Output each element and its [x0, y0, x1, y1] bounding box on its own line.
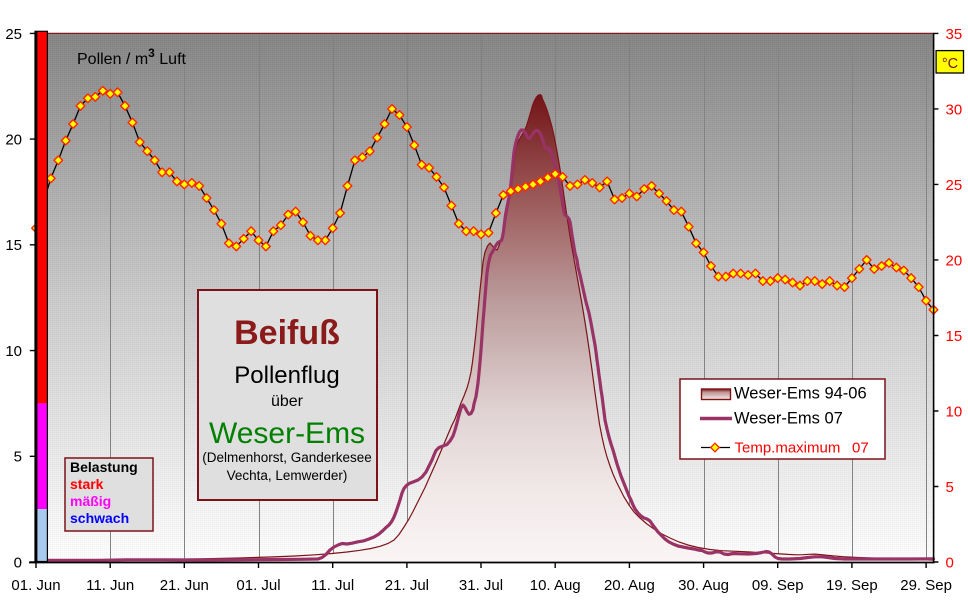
svg-text:°C: °C: [942, 56, 958, 72]
svg-text:30. Aug: 30. Aug: [678, 577, 729, 594]
svg-text:(Delmenhorst, Ganderkesee: (Delmenhorst, Ganderkesee: [202, 450, 372, 465]
svg-text:01. Jun: 01. Jun: [11, 577, 60, 594]
svg-text:Weser-Ems 94-06: Weser-Ems 94-06: [734, 385, 867, 403]
svg-text:29. Sep: 29. Sep: [900, 577, 952, 594]
svg-text:Vechta, Lemwerder): Vechta, Lemwerder): [227, 468, 348, 483]
svg-text:mäßig: mäßig: [70, 493, 111, 509]
svg-text:35: 35: [946, 26, 963, 43]
svg-text:11. Jul: 11. Jul: [311, 577, 354, 594]
svg-text:schwach: schwach: [70, 510, 129, 526]
svg-text:15: 15: [946, 328, 963, 345]
svg-text:01. Jul: 01. Jul: [236, 577, 280, 594]
svg-text:30: 30: [946, 102, 963, 119]
svg-text:Weser-Ems 07: Weser-Ems 07: [734, 410, 843, 428]
svg-text:20. Aug: 20. Aug: [604, 577, 655, 594]
svg-text:10. Aug: 10. Aug: [530, 577, 581, 594]
svg-text:0: 0: [14, 554, 22, 571]
svg-text:25: 25: [946, 177, 963, 194]
svg-text:Weser-Ems: Weser-Ems: [209, 417, 365, 450]
svg-text:10: 10: [946, 404, 963, 421]
svg-text:Belastung: Belastung: [70, 459, 138, 475]
svg-text:über: über: [271, 393, 304, 410]
svg-text:Pollenflug: Pollenflug: [234, 362, 339, 389]
svg-text:5: 5: [946, 479, 954, 496]
svg-text:Temp.maximum 07: Temp.maximum 07: [735, 440, 869, 457]
svg-text:20: 20: [5, 132, 22, 149]
svg-text:21. Jun: 21. Jun: [160, 577, 209, 594]
svg-text:19. Sep: 19. Sep: [826, 577, 878, 594]
svg-text:0: 0: [946, 555, 954, 572]
svg-text:Pollen / m3 Luft: Pollen / m3 Luft: [77, 46, 187, 68]
svg-text:25: 25: [5, 26, 22, 43]
svg-text:15: 15: [5, 237, 22, 254]
svg-text:31. Jul: 31. Jul: [459, 577, 503, 594]
svg-text:21. Jul: 21. Jul: [385, 577, 429, 594]
svg-text:20: 20: [946, 253, 963, 270]
svg-text:Beifuß: Beifuß: [234, 314, 340, 352]
svg-text:09. Sep: 09. Sep: [752, 577, 804, 594]
svg-text:5: 5: [14, 449, 22, 466]
svg-text:stark: stark: [70, 476, 104, 492]
svg-text:10: 10: [5, 343, 22, 360]
svg-text:11. Jun: 11. Jun: [86, 577, 134, 594]
